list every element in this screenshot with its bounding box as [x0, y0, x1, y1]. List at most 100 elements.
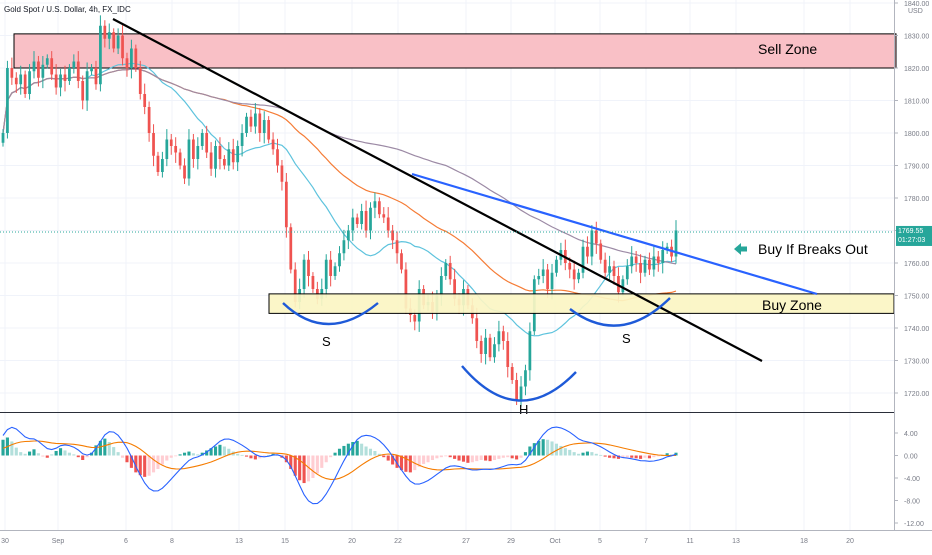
candle-body [130, 48, 133, 68]
candle-body [223, 159, 226, 166]
candle-body [121, 35, 124, 59]
macd-histogram-bar [253, 455, 257, 460]
candle-body [506, 341, 510, 367]
macd-histogram-bar [63, 450, 67, 456]
price-axis[interactable]: 1840.00 1830.00 1820.00 1810.00 1800.00 1790.… [894, 1, 929, 398]
macd-histogram-bar [417, 455, 421, 467]
macd-histogram-bar [213, 446, 218, 456]
candle-body [555, 259, 558, 273]
candle-body [453, 279, 456, 299]
candle-body [289, 227, 293, 270]
macd-histogram-bar [603, 455, 607, 457]
candle-body [99, 25, 102, 85]
time-tick-label: 22 [394, 538, 402, 545]
macd-histogram-bar [594, 453, 598, 456]
candle-body [661, 250, 665, 263]
macd-tick-label: -4.00 [904, 476, 920, 483]
macd-histogram-bar [523, 452, 528, 456]
candle-body [395, 240, 399, 254]
candle-body [254, 113, 257, 127]
price-tick-label: 1740.00 [904, 326, 929, 333]
candle-body [404, 269, 408, 309]
candle-body [364, 211, 368, 231]
candle-body [484, 337, 487, 354]
time-tick-label: 6 [124, 538, 128, 545]
time-tick-label: 29 [507, 538, 515, 545]
candle-body [112, 32, 116, 49]
left-shoulder-arc[interactable] [282, 302, 379, 326]
macd-histogram-bar [120, 455, 125, 458]
candle-body [307, 259, 310, 276]
candle-body [14, 77, 18, 85]
candle-body [643, 259, 647, 273]
candle-body [156, 155, 160, 172]
macd-histogram-bar [550, 441, 554, 456]
macd-histogram-bar [559, 445, 563, 456]
macd-histogram-bar [439, 455, 443, 458]
candle-body [63, 74, 67, 81]
candle-body [351, 217, 355, 231]
macd-indicator[interactable] [1, 426, 678, 505]
macd-histogram-bar [174, 455, 178, 457]
time-tick-label: 13 [732, 538, 740, 545]
macd-histogram-bar [470, 455, 474, 463]
candle-body [284, 181, 288, 228]
candle-body [373, 201, 377, 208]
macd-histogram-bar [134, 455, 138, 473]
time-axis[interactable]: 30 Sep 6 8 13 15 20 22 27 29 Oct 5 7 11 13 18 20 [1, 538, 854, 545]
macd-histogram-bar [315, 455, 319, 474]
current-price-value: 1769.55 [898, 228, 923, 235]
macd-axis[interactable]: 4.00 0.00 -4.00 -8.00 -12.00 [894, 431, 924, 528]
macd-histogram-bar [546, 439, 550, 456]
macd-histogram-bar [590, 452, 594, 456]
candle-body [603, 259, 607, 273]
macd-histogram-bar [612, 455, 616, 459]
macd-histogram-bar [647, 455, 651, 459]
macd-histogram-bar [222, 446, 226, 456]
macd-histogram-bar [187, 451, 191, 456]
candle-body [377, 201, 381, 215]
macd-histogram-bar [182, 452, 187, 456]
macd-histogram-bar [466, 455, 470, 463]
candle-body [76, 61, 80, 81]
time-tick-label: 8 [170, 538, 174, 545]
macd-histogram-bar [608, 455, 612, 458]
right-shoulder-label: S [622, 331, 631, 346]
macd-histogram-bar [191, 453, 195, 456]
candle-body [528, 331, 532, 371]
sell-zone-rect[interactable] [13, 33, 897, 69]
macd-histogram-bar [267, 454, 271, 456]
time-tick-label: 20 [846, 538, 854, 545]
time-tick-label: 13 [235, 538, 243, 545]
candle-body [231, 149, 235, 163]
candle-body [581, 246, 585, 273]
candle-body [183, 165, 186, 179]
candle-body [236, 146, 240, 163]
candle-body [174, 146, 178, 153]
macd-histogram-bar [479, 455, 483, 460]
right-shoulder-arc[interactable] [569, 297, 671, 327]
descending-trendline[interactable] [112, 18, 763, 362]
macd-histogram-bar [426, 455, 430, 463]
macd-histogram-bar [143, 455, 147, 477]
macd-histogram-bar [625, 455, 629, 458]
macd-histogram-bar [652, 455, 656, 458]
ma-slow-line [2, 68, 677, 265]
candle-body [293, 269, 297, 302]
macd-histogram-bar [293, 455, 297, 476]
price-tick-label: 1720.00 [904, 391, 929, 398]
head-arc[interactable] [461, 365, 577, 402]
macd-tick-label: -12.00 [904, 521, 924, 528]
macd-histogram-bar [227, 448, 231, 456]
resistance-line[interactable] [411, 172, 818, 296]
candle-body [59, 74, 62, 88]
macd-histogram-bar [76, 455, 80, 458]
candle-body [599, 243, 603, 260]
macd-histogram-bar [10, 441, 14, 456]
candle-body [94, 68, 98, 85]
candle-body [302, 259, 306, 289]
candle-body [342, 240, 346, 254]
macd-histogram-bar [329, 455, 333, 458]
